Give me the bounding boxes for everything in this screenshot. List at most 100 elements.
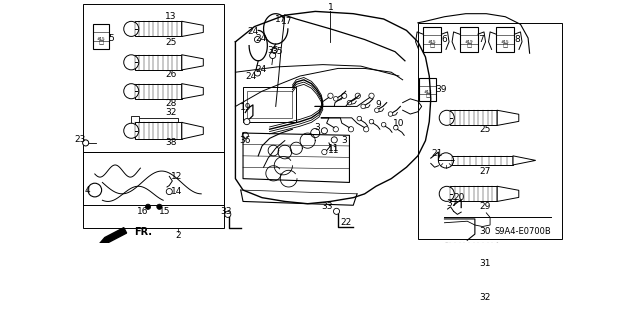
Circle shape [374, 108, 379, 113]
Text: 25: 25 [479, 125, 490, 135]
Bar [134, 55, 182, 70]
Polygon shape [182, 84, 204, 99]
Circle shape [124, 55, 139, 70]
Text: 22: 22 [340, 218, 351, 227]
Text: 37: 37 [446, 199, 458, 208]
Polygon shape [182, 55, 204, 70]
Circle shape [332, 137, 337, 143]
Circle shape [369, 119, 374, 124]
Text: #15: #15 [428, 40, 436, 44]
Text: 7: 7 [478, 35, 484, 44]
Text: 16: 16 [137, 207, 148, 216]
Text: 24: 24 [245, 71, 256, 80]
Text: 39: 39 [436, 85, 447, 94]
Circle shape [166, 189, 172, 195]
Text: 15: 15 [159, 207, 170, 216]
Text: 4: 4 [84, 186, 90, 195]
Circle shape [381, 122, 386, 127]
Text: FR.: FR. [134, 227, 152, 237]
Bar [460, 26, 478, 52]
Bar [83, 4, 224, 205]
Bar [423, 26, 442, 52]
Text: 21: 21 [431, 149, 442, 158]
Circle shape [342, 93, 347, 99]
Text: 5: 5 [109, 33, 115, 42]
Text: 1: 1 [328, 3, 333, 12]
Text: 30: 30 [479, 226, 490, 236]
Polygon shape [497, 278, 519, 293]
Circle shape [244, 119, 250, 125]
Circle shape [255, 36, 260, 42]
Polygon shape [497, 186, 519, 202]
Text: 27: 27 [479, 167, 490, 176]
Bar [134, 122, 182, 139]
Text: □: □ [466, 43, 472, 48]
Text: 35: 35 [271, 47, 283, 56]
Circle shape [348, 127, 354, 132]
Text: 36: 36 [239, 136, 251, 145]
Text: 29: 29 [479, 202, 490, 211]
Text: 24: 24 [247, 27, 259, 36]
Text: 33: 33 [322, 202, 333, 211]
Circle shape [364, 127, 369, 132]
Circle shape [439, 243, 454, 258]
Text: 26: 26 [165, 70, 177, 79]
Polygon shape [182, 21, 204, 36]
Circle shape [347, 100, 352, 105]
Text: 32: 32 [479, 293, 490, 302]
Bar [134, 84, 182, 99]
Text: 24: 24 [255, 65, 267, 74]
Bar [450, 243, 497, 258]
Text: #15: #15 [97, 37, 105, 41]
Bar [93, 24, 109, 49]
Circle shape [439, 110, 454, 125]
Text: #13: #13 [424, 90, 432, 94]
Polygon shape [497, 110, 519, 125]
Circle shape [328, 93, 333, 99]
Polygon shape [182, 122, 204, 139]
Text: 31: 31 [479, 258, 490, 268]
Text: 25: 25 [165, 38, 177, 47]
Circle shape [361, 104, 365, 109]
Bar [450, 110, 497, 125]
Circle shape [225, 211, 231, 218]
Text: 28: 28 [165, 99, 177, 108]
Text: 9: 9 [376, 100, 381, 109]
Text: #15: #15 [501, 40, 509, 44]
Text: 8: 8 [515, 35, 520, 44]
Bar [243, 87, 296, 122]
Bar [450, 278, 497, 293]
Text: 24: 24 [255, 33, 267, 42]
Text: 11: 11 [328, 146, 339, 155]
Text: 10: 10 [393, 119, 404, 128]
Text: 17: 17 [280, 17, 292, 26]
Bar [134, 21, 182, 36]
Text: 33: 33 [220, 207, 231, 216]
Text: 32: 32 [165, 108, 177, 117]
Text: #19: #19 [465, 40, 473, 44]
Circle shape [255, 70, 260, 76]
Circle shape [83, 140, 89, 146]
Text: 11: 11 [328, 144, 339, 153]
Text: □: □ [99, 40, 104, 45]
Circle shape [333, 127, 339, 132]
Circle shape [369, 93, 374, 99]
Circle shape [124, 21, 139, 36]
Circle shape [322, 149, 327, 155]
Text: S9A4-E0700B: S9A4-E0700B [494, 227, 551, 236]
FancyArrow shape [99, 228, 127, 244]
Text: 17: 17 [275, 15, 286, 24]
Bar [419, 78, 436, 101]
Polygon shape [497, 243, 519, 258]
Text: □: □ [502, 43, 508, 48]
Circle shape [243, 132, 248, 138]
Text: 6: 6 [442, 35, 447, 44]
Circle shape [145, 204, 150, 210]
Circle shape [355, 93, 360, 99]
Text: 3: 3 [341, 136, 347, 145]
Bar [418, 23, 563, 240]
Circle shape [333, 208, 340, 214]
Circle shape [357, 116, 362, 121]
Bar [450, 186, 497, 202]
Circle shape [333, 97, 338, 101]
